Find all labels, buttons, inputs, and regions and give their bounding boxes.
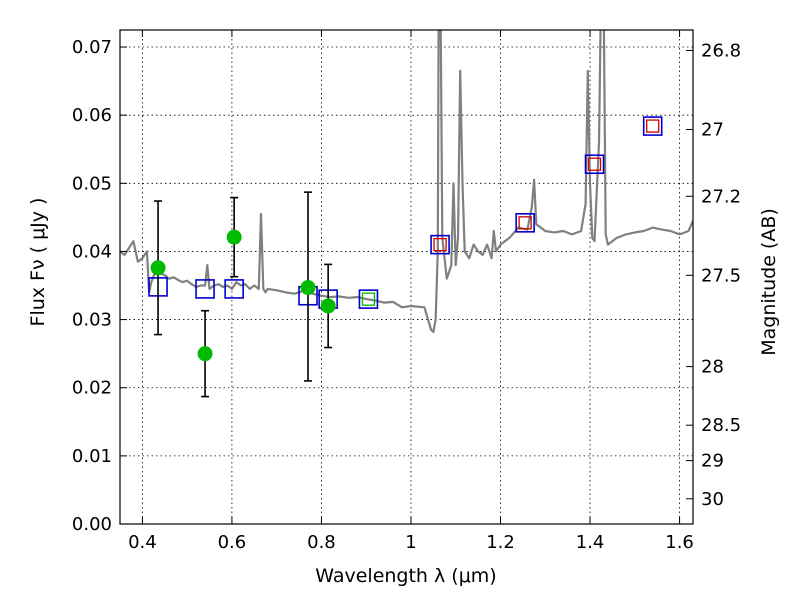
model-photometry-square [642,116,663,136]
observed-detection-point [150,260,166,276]
magnitude-tick-label: 26.8 [701,40,741,61]
x-tick-label: 0.6 [218,532,247,553]
model-photometry-square [224,279,244,299]
y-axis-right-title: Magnitude (AB) [758,208,780,356]
observed-limit-square [433,237,447,252]
model-photometry-square [430,234,450,255]
observed-limit-square [646,119,660,133]
magnitude-tick-label: 28.5 [701,415,741,436]
y-tick-label: 0.06 [72,105,112,126]
y-tick-label: 0.03 [72,310,112,331]
model-photometry-square [515,213,535,233]
magnitude-tick-label: 27 [701,119,724,140]
magnitude-tick-label: 27.5 [701,265,741,286]
model-photometry-square [358,289,379,309]
x-axis-title: Wavelength λ (μm) [315,565,496,587]
magnitude-tick-label: 28 [701,357,724,378]
x-tick-label: 1 [405,532,416,553]
y-tick-label: 0.02 [72,378,112,399]
observed-detection-point [320,298,336,314]
x-tick-label: 1.6 [665,532,694,553]
magnitude-tick-label: 30 [701,489,724,510]
y-tick-label: 0.04 [72,241,112,262]
observed-detection-point [300,280,316,296]
observed-limit-square [587,157,602,171]
y-tick-label: 0.05 [72,173,112,194]
observed-detection-point [226,229,242,245]
plot-frame [119,29,694,525]
observed-detection-point [197,346,213,362]
y-axis-title: Flux Fν ( μJy ) [27,198,49,327]
y-tick-label: 0.00 [72,514,112,535]
spectrum-line [120,30,693,333]
observed-limit-square [518,216,532,230]
magnitude-tick-label: 27.2 [701,186,741,207]
x-tick-label: 0.4 [128,532,157,553]
x-tick-label: 0.8 [307,532,336,553]
model-photometry-square [195,279,215,299]
y-tick-label: 0.01 [72,446,112,467]
magnitude-tick-label: 29 [701,451,724,472]
observed-limit-square [361,292,376,306]
plot-area [120,30,693,398]
x-tick-label: 1.2 [486,532,515,553]
x-tick-label: 1.4 [576,532,605,553]
axes: 0.4 0.6 0.8 1 1.2 1.4 1.6 0.00 0.01 0.02 0.03 0.04 0… [72,30,741,553]
y-tick-label: 0.07 [72,37,112,58]
model-photometry-square [584,154,605,175]
